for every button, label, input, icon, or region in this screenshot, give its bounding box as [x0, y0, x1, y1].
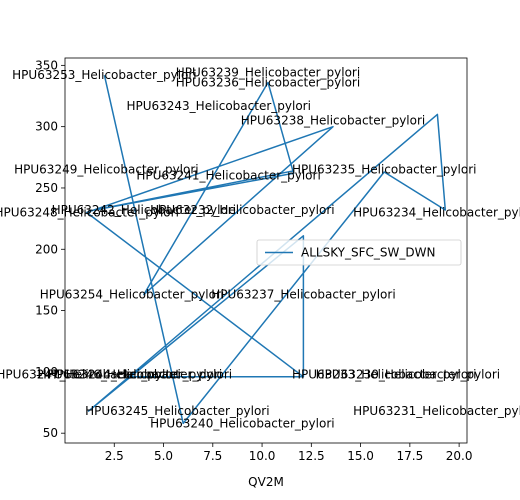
x-tick-label: 12.5 [298, 449, 325, 463]
x-tick-label: 7.5 [203, 449, 222, 463]
point-annotation: HPU63236_Helicobacter_pylori [176, 76, 360, 90]
series-layer [85, 75, 447, 425]
point-annotation: HPU63247_Helicobacter_pylori [0, 367, 181, 381]
y-tick-label: 50 [43, 426, 58, 440]
x-tick-label: 2.5 [105, 449, 124, 463]
point-annotation: HPU63245_Helicobacter_pylori [85, 404, 269, 418]
point-annotation: HPU63243_Helicobacter_pylori [126, 99, 310, 113]
point-annotation: HPU63231_Helicobacter_pylori [353, 404, 520, 418]
point-annotation: HPU63240_Helicobacter_pylori [150, 416, 334, 430]
x-tick-label: 17.5 [396, 449, 423, 463]
annotation-layer: HPU63253_Helicobacter_pyloriHPU63239_Hel… [0, 66, 520, 431]
y-axis: 50 100 150 200 250 300 350 [35, 58, 65, 440]
series-line-0 [85, 75, 447, 425]
x-tick-label: 5.0 [154, 449, 173, 463]
legend-box [256, 239, 462, 266]
y-tick-label: 350 [35, 58, 58, 72]
y-tick-label: 250 [35, 181, 58, 195]
point-annotation: HPU63232_Helicobacter_pylori [150, 203, 334, 217]
point-annotation: HPU63242_Helicobacter_pylori [52, 203, 236, 217]
y-tick-label: 200 [35, 242, 58, 256]
x-tick-label: 20.0 [446, 449, 473, 463]
point-annotation: HPU63254_Helicobacter_pylori [40, 288, 224, 302]
x-tick-label: 15.0 [347, 449, 374, 463]
point-annotation: HPU63234_Helicobacter_pylori [353, 205, 520, 219]
point-annotation: HPU63249_Helicobacter_pylori [14, 163, 198, 177]
x-tick-label: 10.0 [249, 449, 276, 463]
point-annotation: HPU63248_Helicobacter_pylori [0, 205, 179, 219]
x-axis-label: QV2M [248, 475, 284, 489]
point-annotation: HPU63235_Helicobacter_pylori [292, 163, 476, 177]
point-annotation: HPU63238_Helicobacter_pylori [241, 114, 425, 128]
point-annotation: HPU63237_Helicobacter_pylori [211, 288, 395, 302]
y-tick-label: 300 [35, 120, 58, 134]
legend: ALLSKY_SFC_SW_DWN [256, 239, 462, 266]
point-annotation: HPU63230_Helicobacter_pylori [316, 367, 500, 381]
point-annotation: HPU63253_Helicobacter_pylori [12, 68, 196, 82]
point-annotation: HPU63244_Helicobacter_pylori [48, 367, 232, 381]
point-annotation: HPU63241_Helicobacter_pylori [136, 169, 320, 183]
point-annotation: HPU63239_Helicobacter_pylori [176, 66, 360, 80]
point-annotation: HPU63233_Helicobacter_pylori [292, 367, 476, 381]
y-tick-label: 100 [35, 365, 58, 379]
legend-label: ALLSKY_SFC_SW_DWN [301, 246, 435, 260]
point-annotation: HPU63246_Helicobacter_pylori [38, 367, 222, 381]
axes-frame [64, 57, 468, 444]
x-axis: 2.5 5.0 7.5 10.0 12.5 15.0 17.5 20.0 [105, 443, 473, 463]
plot-frame [64, 57, 468, 444]
y-tick-label: 150 [35, 304, 58, 318]
